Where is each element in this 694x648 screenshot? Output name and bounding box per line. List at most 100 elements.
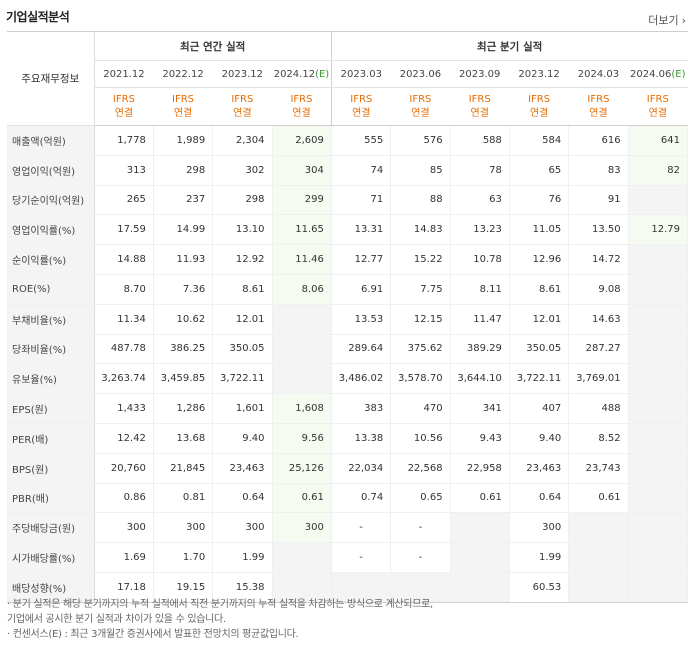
- period-label: 2023.12: [518, 68, 560, 80]
- table-cell: 63: [450, 185, 510, 216]
- table-cell: 0.65: [390, 483, 451, 514]
- table-cell: 641: [628, 125, 689, 156]
- period-header: 2021.12: [94, 60, 154, 88]
- table-cell: 2,609: [272, 125, 332, 156]
- table-row: 주당배당금(원) 300 300 300 300- -300: [7, 512, 689, 544]
- table-cell: 1.70: [153, 542, 214, 573]
- row-label: 시가배당률(%): [7, 542, 95, 573]
- table-cell: 12.01: [509, 303, 570, 335]
- table-cell: 6.91: [330, 274, 392, 305]
- table-cell: 71: [330, 185, 392, 216]
- footnote-line: · 분기 실적은 해당 분기까지의 누적 실적에서 직전 분기까지의 누적 실적…: [7, 599, 433, 610]
- table-cell: 7.75: [390, 274, 451, 305]
- table-cell: 298: [153, 155, 214, 186]
- period-header: 2024.06(E): [628, 60, 688, 88]
- table-cell: 3,722.11: [509, 363, 570, 395]
- period-header: 2024.12(E): [272, 60, 332, 88]
- table-cell: 265: [94, 185, 154, 216]
- ifrs-label: IFRS: [646, 93, 669, 105]
- ifrs-header: IFRS 연결: [94, 87, 154, 126]
- table-cell: 0.61: [272, 483, 332, 514]
- table-cell: 488: [568, 393, 629, 424]
- table-cell: 383: [330, 393, 392, 424]
- table-cell: 23,463: [509, 453, 570, 484]
- table-cell: [450, 512, 510, 544]
- table-cell: [628, 303, 689, 335]
- row-label: 주당배당금(원): [7, 512, 95, 544]
- table-cell: [628, 423, 689, 454]
- table-cell: 0.61: [450, 483, 510, 514]
- table-cell: 3,769.01: [568, 363, 629, 395]
- consolidated-label: 연결: [470, 107, 489, 119]
- table-cell: 300: [94, 512, 154, 544]
- table-cell: 555: [330, 125, 392, 156]
- table-cell: 22,568: [390, 453, 451, 484]
- table-row: PER(배) 12.42 13.68 9.40 9.56 13.38 10.56 9.43 9.…: [7, 423, 689, 454]
- ifrs-label: IFRS: [528, 93, 551, 105]
- ifrs-header: IFRS 연결: [450, 87, 510, 126]
- table-cell: 60.53: [509, 572, 570, 603]
- table-cell: 616: [568, 125, 629, 156]
- table-cell: 10.56: [390, 423, 451, 454]
- period-header: 2023.03: [330, 60, 391, 88]
- table-cell: 300: [212, 512, 273, 544]
- table-cell: 341: [450, 393, 510, 424]
- table-cell: 299: [272, 185, 332, 216]
- table-cell: 11.65: [272, 214, 332, 246]
- table-cell: 25,126: [272, 453, 332, 484]
- table-cell: 12.01: [212, 303, 273, 335]
- table-row: 부채비율(%) 11.34 10.62 12.01 13.53 12.15 11.47 12.…: [7, 303, 689, 335]
- table-body: 매출액(억원) 1,778 1,989 2,304 2,609 555 576 588 584 6…: [7, 125, 689, 603]
- row-label: 부채비율(%): [7, 303, 95, 335]
- table-cell: [450, 542, 510, 573]
- table-cell: 3,263.74: [94, 363, 154, 395]
- row-label: 순이익률(%): [7, 244, 95, 275]
- ifrs-header: IFRS 연결: [568, 87, 629, 126]
- table-cell: 13.50: [568, 214, 629, 246]
- period-label: 2021.12: [103, 68, 145, 80]
- table-cell: 12.77: [330, 244, 392, 275]
- period-header: 2023.06: [390, 60, 451, 88]
- ifrs-header: IFRS 연결: [330, 87, 391, 126]
- table-row: 매출액(억원) 1,778 1,989 2,304 2,609 555 576 588 584 6…: [7, 125, 689, 156]
- table-cell: 11.05: [509, 214, 570, 246]
- table-cell: 0.74: [330, 483, 392, 514]
- table-cell: [330, 572, 392, 603]
- table-cell: 8.61: [509, 274, 570, 305]
- table-cell: 13.38: [330, 423, 392, 454]
- table-cell: 20,760: [94, 453, 154, 484]
- row-label: PBR(배): [7, 483, 95, 514]
- table-cell: [628, 572, 689, 603]
- table-cell: 15.38: [212, 572, 273, 603]
- table-cell: 588: [450, 125, 510, 156]
- estimate-mark: (E): [671, 68, 686, 80]
- table-cell: [628, 363, 689, 395]
- table-cell: [272, 303, 332, 335]
- table-cell: 23,463: [212, 453, 273, 484]
- table-cell: 487.78: [94, 334, 154, 365]
- table-cell: [628, 334, 689, 365]
- table-cell: 8.61: [212, 274, 273, 305]
- table-cell: 350.05: [212, 334, 273, 365]
- table-cell: 13.68: [153, 423, 214, 454]
- footnotes: · 분기 실적은 해당 분기까지의 누적 실적에서 직전 분기까지의 누적 실적…: [7, 597, 433, 642]
- table-cell: 407: [509, 393, 570, 424]
- consolidated-label: 연결: [114, 107, 134, 119]
- table-cell: 9.40: [212, 423, 273, 454]
- table-cell: 88: [390, 185, 451, 216]
- section-title: 기업실적분석: [6, 10, 70, 24]
- table-cell: 3,644.10: [450, 363, 510, 395]
- table-cell: 12.42: [94, 423, 154, 454]
- table-cell: 65: [509, 155, 570, 186]
- table-cell: 11.34: [94, 303, 154, 335]
- table-cell: 74: [330, 155, 392, 186]
- table-cell: 300: [153, 512, 214, 544]
- table-cell: 78: [450, 155, 510, 186]
- table-cell: 304: [272, 155, 332, 186]
- table-cell: 15.22: [390, 244, 451, 275]
- row-label: BPS(원): [7, 453, 95, 484]
- more-link[interactable]: 더보기: [648, 12, 686, 28]
- table-cell: 11.47: [450, 303, 510, 335]
- quarter-header: 최근 분기 실적: [330, 31, 688, 61]
- corner-header: 주요재무정보: [7, 31, 95, 126]
